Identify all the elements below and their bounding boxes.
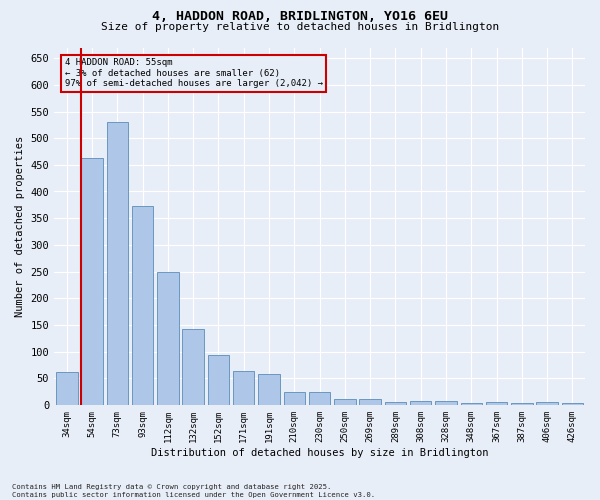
Bar bbox=[258, 374, 280, 405]
Bar bbox=[157, 272, 179, 405]
Text: 4, HADDON ROAD, BRIDLINGTON, YO16 6EU: 4, HADDON ROAD, BRIDLINGTON, YO16 6EU bbox=[152, 10, 448, 23]
Bar bbox=[182, 329, 204, 405]
Bar bbox=[461, 402, 482, 405]
Bar bbox=[132, 206, 154, 405]
Bar bbox=[309, 392, 331, 405]
Bar bbox=[107, 122, 128, 405]
Y-axis label: Number of detached properties: Number of detached properties bbox=[15, 136, 25, 317]
Bar bbox=[208, 355, 229, 405]
Bar bbox=[435, 400, 457, 405]
Bar bbox=[410, 400, 431, 405]
Bar bbox=[536, 402, 558, 405]
Bar bbox=[334, 399, 356, 405]
Bar bbox=[385, 402, 406, 405]
Bar bbox=[284, 392, 305, 405]
Text: Size of property relative to detached houses in Bridlington: Size of property relative to detached ho… bbox=[101, 22, 499, 32]
X-axis label: Distribution of detached houses by size in Bridlington: Distribution of detached houses by size … bbox=[151, 448, 488, 458]
Bar bbox=[511, 402, 533, 405]
Bar bbox=[233, 371, 254, 405]
Bar bbox=[56, 372, 77, 405]
Text: Contains HM Land Registry data © Crown copyright and database right 2025.
Contai: Contains HM Land Registry data © Crown c… bbox=[12, 484, 375, 498]
Bar bbox=[359, 399, 381, 405]
Text: 4 HADDON ROAD: 55sqm
← 3% of detached houses are smaller (62)
97% of semi-detach: 4 HADDON ROAD: 55sqm ← 3% of detached ho… bbox=[65, 58, 323, 88]
Bar bbox=[82, 158, 103, 405]
Bar bbox=[562, 403, 583, 405]
Bar bbox=[486, 402, 507, 405]
